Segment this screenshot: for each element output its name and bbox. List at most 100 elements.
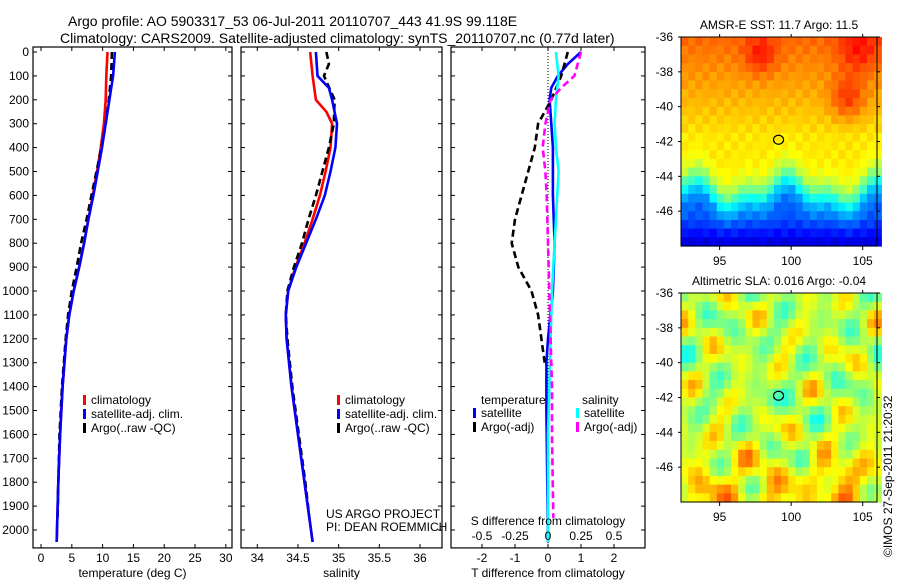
map-cell [752,449,761,460]
map-cell [745,202,754,212]
map-cell [809,185,818,195]
map-cell [781,397,789,407]
map-cell [852,441,861,451]
map-cell [867,293,875,303]
map-cell [852,89,861,99]
map-cell [738,388,746,399]
map-cell [745,185,754,195]
map-cell [688,98,696,108]
map-cell [831,45,839,55]
map-cell [816,45,825,55]
map-cell [766,406,775,416]
map-cell [766,484,775,494]
x-tick-label: 20 [158,551,172,565]
map-cell [731,371,739,381]
map-cell [852,37,861,47]
map-cell [788,380,797,390]
map-cell [759,484,768,494]
map-cell [816,380,825,390]
map-cell [852,345,861,355]
map-cell [681,176,689,186]
depth-tick-label: 400 [9,141,29,155]
map-cell [816,388,825,399]
map-cell [774,98,782,108]
map-cell [731,406,739,416]
map-cell [738,423,746,433]
lat-tick-label: -42 [656,135,674,149]
map-cell [766,219,775,230]
map-cell [859,237,868,247]
map-cell [774,397,782,407]
map-cell [852,458,861,468]
map-cell [723,432,732,442]
map-cell [831,106,839,116]
map-cell [816,219,825,230]
map-cell [716,414,725,425]
map-cell [681,211,689,221]
map-cell [859,441,868,451]
map-cell [745,493,754,503]
map-cell [802,475,811,486]
map-cell [716,493,725,503]
map-cell [774,237,782,247]
map-cell [859,132,868,143]
map-cell [867,45,875,55]
map-cell [859,336,868,346]
map-cell [802,467,811,477]
map-cell [795,150,804,160]
map-cell [788,310,797,320]
map-cell [695,371,704,381]
map-cell [788,362,797,372]
map-cell [695,193,704,204]
map-cell [867,345,875,355]
map-cell [716,54,725,64]
map-cell [795,319,804,329]
map-cell [752,45,761,55]
map-cell [824,141,832,151]
x-tick-label: 35 [332,551,346,565]
x-tick-label: 36 [413,551,427,565]
map-cell [838,150,847,160]
map-cell [831,115,839,125]
map-cell [738,467,746,477]
x-tick-label: 0 [545,551,552,565]
map-cell [716,71,725,82]
map-cell [852,449,861,460]
map-cell [795,89,804,99]
map-cell [874,484,882,494]
map-cell [809,362,818,372]
map-cell [874,388,882,399]
map-cell [809,484,818,494]
map-cell [795,71,804,82]
x-tick-label: 10 [96,551,110,565]
map-cell [774,406,782,416]
map-cell [752,106,761,116]
map-cell [716,45,725,55]
map-cell [681,150,689,160]
map-cell [766,336,775,346]
map-cell [738,211,746,221]
map-cell [816,293,825,303]
map-cell [788,211,797,221]
map-cell [795,293,804,303]
map-cell [688,475,696,486]
map-cell [681,141,689,151]
map-cell [831,132,839,143]
map-cell [831,202,839,212]
map-cell [709,362,718,372]
map-cell [731,432,739,442]
map-cell [867,176,875,186]
map-cell [702,458,711,468]
map-cell [809,132,818,143]
map-cell [831,219,839,230]
map-cell [774,336,782,346]
map-cell [788,345,797,355]
map-cell [774,423,782,433]
map-cell [681,388,689,399]
map-cell [874,406,882,416]
map-cell [731,293,739,303]
map-cell [738,45,746,55]
map-cell [795,397,804,407]
t-argo-line [510,51,570,363]
map-cell [702,45,711,55]
